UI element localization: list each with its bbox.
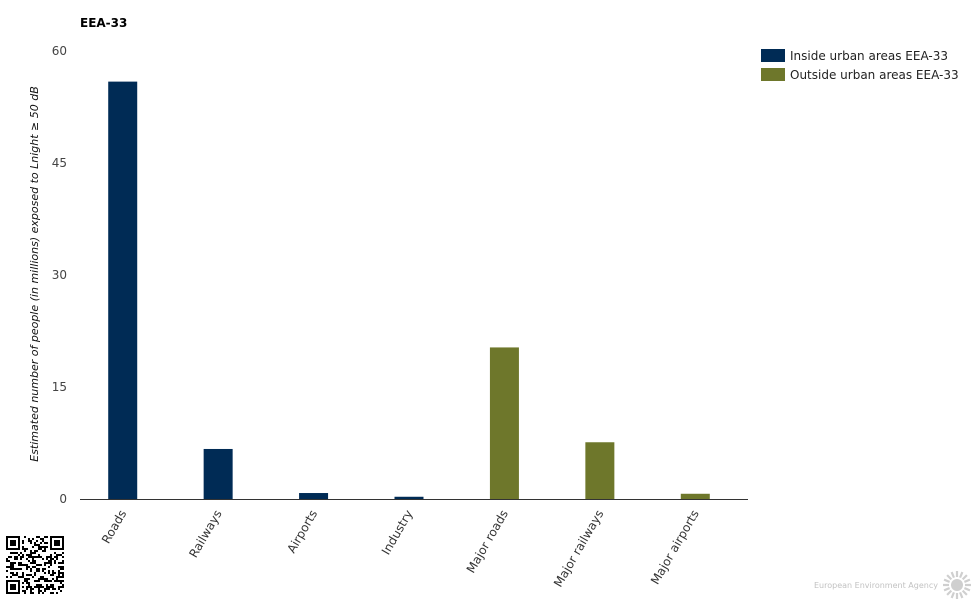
x-tick-label: Roads	[99, 508, 129, 547]
y-tick-label: 60	[52, 44, 67, 58]
y-axis: 0 15 30 45 60	[52, 44, 67, 506]
legend-swatch-outside	[761, 68, 785, 81]
legend-label-outside: Outside urban areas EEA-33	[790, 67, 959, 82]
y-tick-label: 15	[52, 380, 67, 394]
bar-industry[interactable]	[394, 496, 424, 499]
chart-title: EEA-33	[80, 16, 128, 30]
legend-label-inside: Inside urban areas EEA-33	[790, 48, 949, 63]
x-tick-label: Railways	[186, 508, 224, 561]
legend-item-inside[interactable]: Inside urban areas EEA-33	[761, 46, 959, 65]
eea-logo[interactable]: European Environment Agency	[814, 570, 972, 600]
bar-major-railways[interactable]	[585, 442, 615, 499]
legend-item-outside[interactable]: Outside urban areas EEA-33	[761, 65, 959, 84]
eea-sun-icon	[942, 571, 971, 599]
eea-logo-text: European Environment Agency	[814, 580, 938, 590]
bar-major-airports[interactable]	[680, 493, 710, 499]
x-tick-label: Industry	[379, 508, 416, 558]
y-tick-label: 45	[52, 156, 67, 170]
qr-code-icon[interactable]	[6, 536, 64, 594]
x-tick-label: Major airports	[648, 508, 702, 587]
bar-roads[interactable]	[108, 81, 138, 499]
bar-railways[interactable]	[203, 448, 233, 499]
x-axis: Roads Railways Airports Industry Major roads…	[80, 499, 748, 590]
x-tick-label: Airports	[284, 508, 320, 556]
x-tick-label: Major railways	[551, 508, 606, 590]
legend: Inside urban areas EEA-33 Outside urban …	[761, 46, 959, 84]
x-tick-label: Major roads	[464, 508, 511, 576]
y-axis-title: Estimated number of people (in millions)…	[28, 86, 41, 462]
bar-airports[interactable]	[299, 493, 329, 499]
y-tick-label: 30	[52, 268, 67, 282]
bars	[108, 81, 710, 499]
legend-swatch-inside	[761, 49, 785, 62]
y-tick-label: 0	[59, 492, 67, 506]
bar-major-roads[interactable]	[489, 347, 519, 499]
